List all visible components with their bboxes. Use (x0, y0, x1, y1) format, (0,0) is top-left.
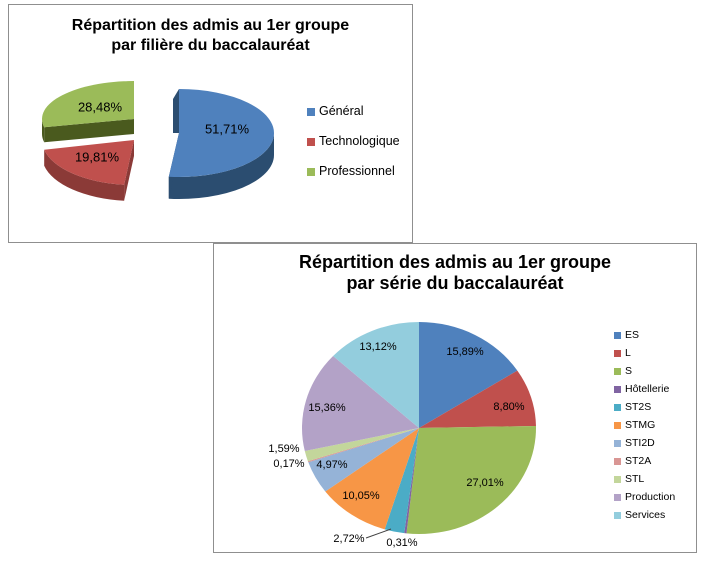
legend-label: Général (319, 104, 364, 118)
slice-value-label-stmg: 10,05% (342, 490, 380, 502)
legend-item-services[interactable]: Services (614, 510, 675, 521)
legend-swatch-icon (307, 137, 315, 146)
pie3d-side-technologique (44, 149, 125, 201)
legend-swatch-icon (614, 440, 621, 447)
legend-label: STL (625, 473, 645, 485)
pie-slice-professionnel[interactable] (41, 81, 134, 128)
pie3d-side-professionnel (44, 119, 135, 143)
legend-swatch-icon (614, 422, 621, 429)
pie-slice-stmg[interactable] (325, 428, 419, 530)
chart-serie-title: Répartition des admis au 1er groupe par … (214, 252, 696, 294)
pie3d-side-professionnel (42, 119, 45, 143)
legend-label: ST2S (625, 401, 652, 413)
slice-value-label-stl: 1,59% (268, 443, 299, 455)
legend-swatch-icon (307, 107, 315, 116)
legend-item-stl[interactable]: STL (614, 474, 675, 485)
pie-slice-st2a[interactable] (307, 428, 419, 463)
legend-label: Production (625, 491, 676, 503)
legend-item-l[interactable]: L (614, 348, 675, 359)
slice-value-label-st2s: 2,72% (333, 533, 364, 545)
legend-item-st2s[interactable]: ST2S (614, 402, 675, 413)
slice-value-label-professionnel: 28,48% (78, 100, 123, 115)
legend-label: Hôtellerie (625, 383, 670, 395)
legend-label: S (625, 365, 633, 377)
pie-slice-services[interactable] (333, 322, 419, 428)
legend-swatch-icon (614, 386, 621, 393)
legend-item-es[interactable]: ES (614, 330, 675, 341)
legend-item-g-n-ral[interactable]: Général (307, 105, 400, 118)
slice-value-label-production: 15,36% (308, 402, 346, 414)
legend-item-sti2d[interactable]: STI2D (614, 438, 675, 449)
legend-swatch-icon (614, 512, 621, 519)
legend-swatch-icon (614, 404, 621, 411)
pie-slice-s[interactable] (406, 425, 536, 534)
slice-value-label-h-tellerie: 0,31% (386, 537, 417, 549)
legend-label: STI2D (625, 437, 655, 449)
legend-swatch-icon (614, 458, 621, 465)
pie-slice-l[interactable] (419, 370, 536, 428)
chart-serie-legend: ES L S Hôtellerie ST2S STMG STI2D ST2A STL Produc… (614, 330, 675, 528)
slice-value-label-technologique: 19,81% (75, 150, 120, 165)
legend-swatch-icon (614, 332, 621, 339)
pie3d-side-technologique (124, 140, 134, 201)
legend-swatch-icon (614, 476, 621, 483)
slice-value-label-l: 8,80% (493, 401, 524, 413)
chart-filiere-title: Répartition des admis au 1er groupe par … (9, 16, 412, 56)
chart-serie-title-line2: par série du baccalauréat (346, 273, 564, 293)
leader-line-st2s (365, 528, 392, 539)
legend-swatch-icon (614, 350, 621, 357)
legend-swatch-icon (307, 167, 315, 176)
pie3d-side-g-n-ral (168, 133, 274, 199)
legend-swatch-icon (614, 368, 621, 375)
legend-item-st2a[interactable]: ST2A (614, 456, 675, 467)
slice-value-label-sti2d: 4,97% (316, 459, 347, 471)
chart-filiere-legend: Général Technologique Professionnel (307, 105, 400, 195)
legend-label: ST2A (625, 455, 652, 467)
pie-3d-plot-area: 51,71% 19,81% 28,48% (41, 81, 274, 201)
chart-filiere-box: Répartition des admis au 1er groupe par … (8, 4, 413, 243)
pie3d-side-g-n-ral (173, 89, 179, 133)
chart-serie-title-line1: Répartition des admis au 1er groupe (298, 252, 612, 272)
pie-slice-es[interactable] (419, 322, 518, 428)
legend-swatch-icon (614, 494, 621, 501)
pie-slice-g-n-ral[interactable] (168, 89, 274, 177)
legend-label: ES (625, 329, 640, 341)
pie-flat-plot-area: 15,89% 8,80% 27,01% 0,31% 2,72% 10,05% 4,97% 0,… (268, 322, 536, 549)
pie-slice-stl[interactable] (304, 428, 419, 462)
legend-item-production[interactable]: Production (614, 492, 675, 503)
pie-slice-technologique[interactable] (44, 140, 135, 185)
legend-item-technologique[interactable]: Technologique (307, 135, 400, 148)
pie-slice-h-tellerie[interactable] (404, 428, 419, 534)
chart-filiere-title-line1: Répartition des admis au 1er groupe (71, 17, 350, 34)
legend-label: STMG (625, 419, 656, 431)
pie-slice-production[interactable] (302, 356, 419, 452)
chart-filiere-title-line2: par filière du baccalauréat (111, 37, 310, 54)
legend-item-s[interactable]: S (614, 366, 675, 377)
legend-item-professionnel[interactable]: Professionnel (307, 165, 400, 178)
slice-value-label-es: 15,89% (446, 346, 484, 358)
legend-item-stmg[interactable]: STMG (614, 420, 675, 431)
chart-serie-box: Répartition des admis au 1er groupe par … (213, 243, 697, 553)
legend-label: Professionnel (319, 164, 395, 178)
slice-value-label-st2a: 0,17% (273, 458, 304, 470)
pie-slice-sti2d[interactable] (308, 428, 419, 492)
legend-label: Services (625, 509, 666, 521)
pie-slice-st2s[interactable] (384, 428, 419, 534)
slice-value-label-services: 13,12% (359, 341, 397, 353)
slice-value-label-s: 27,01% (466, 477, 504, 489)
legend-label: L (625, 347, 631, 359)
legend-item-h-tellerie[interactable]: Hôtellerie (614, 384, 675, 395)
legend-label: Technologique (319, 134, 400, 148)
slice-value-label-g-n-ral: 51,71% (205, 122, 250, 137)
